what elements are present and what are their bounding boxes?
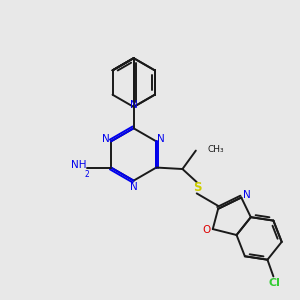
Text: S: S	[193, 181, 202, 194]
Text: N: N	[130, 182, 138, 192]
Text: 2: 2	[84, 169, 89, 178]
Text: N: N	[130, 100, 138, 110]
Text: Cl: Cl	[268, 278, 280, 288]
Text: CH₃: CH₃	[207, 145, 224, 154]
Text: O: O	[202, 225, 210, 235]
Text: N: N	[158, 134, 165, 144]
Text: NH: NH	[70, 160, 86, 170]
Text: N: N	[102, 134, 110, 144]
Text: N: N	[243, 190, 250, 200]
